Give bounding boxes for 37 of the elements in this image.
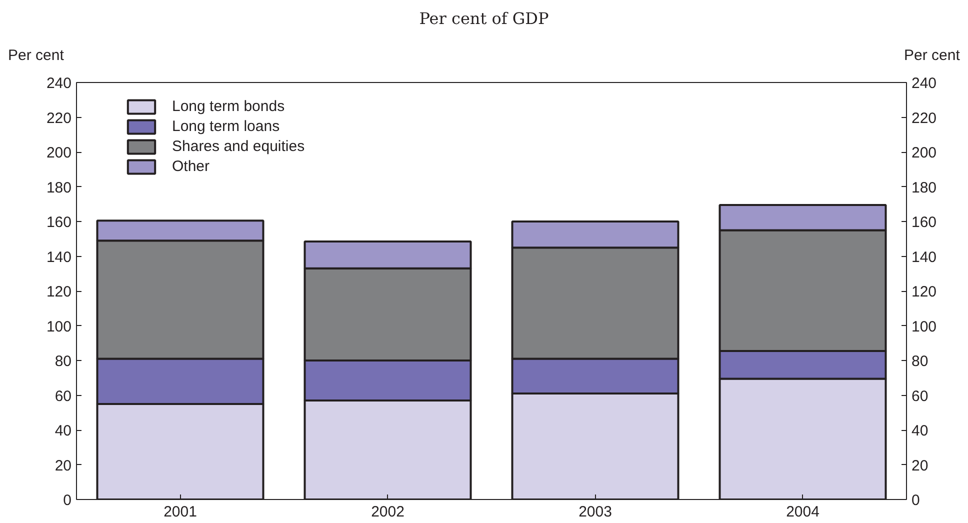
y-tick-label: 60 <box>54 388 72 405</box>
y2-tick-label: 220 <box>912 110 937 127</box>
x-tick-label: 2001 <box>164 504 197 520</box>
y-tick-label: 20 <box>54 457 72 474</box>
y2-tick-label: 180 <box>912 179 937 196</box>
y2-tick-label: 120 <box>912 284 937 300</box>
legend-label: Long term bonds <box>172 98 285 115</box>
y2-tick-label: 240 <box>912 75 937 92</box>
y2-tick-label: 200 <box>912 144 937 162</box>
y-tick-label: 0 <box>63 492 72 509</box>
y-tick-label: 40 <box>54 422 72 440</box>
y-axis-title: Per cent <box>8 46 64 66</box>
y2-tick-label: 20 <box>912 457 928 474</box>
y2-tick-label: 40 <box>912 422 928 440</box>
x-tick-label: 2002 <box>371 504 404 520</box>
y2-tick-label: 100 <box>912 318 937 336</box>
chart-subtitle: Per cent of GDP <box>418 8 550 30</box>
y-tick-label: 100 <box>46 318 72 336</box>
y-tick-label: 80 <box>54 353 72 370</box>
legend-label: Long term loans <box>172 118 280 135</box>
y-tick-label: 120 <box>46 284 72 300</box>
legend-label: Other <box>172 158 210 175</box>
y-tick-label: 220 <box>46 110 72 127</box>
x-tick-label: 2003 <box>578 504 612 520</box>
y2-tick-label: 140 <box>912 248 937 266</box>
y-tick-label: 160 <box>46 214 72 231</box>
y2-tick-label: 80 <box>912 353 928 370</box>
y-tick-label: 240 <box>46 75 72 92</box>
y-tick-label: 180 <box>46 179 72 196</box>
y2-tick-label: 0 <box>912 492 920 509</box>
y2-tick-label: 60 <box>912 388 928 405</box>
x-tick-label: 2004 <box>786 504 820 520</box>
y2-tick-label: 160 <box>912 214 937 231</box>
legend-label: Shares and equities <box>172 138 305 155</box>
y-tick-label: 200 <box>46 144 72 162</box>
y-tick-label: 140 <box>46 248 72 266</box>
y2-axis-title: Per cent <box>904 46 960 66</box>
